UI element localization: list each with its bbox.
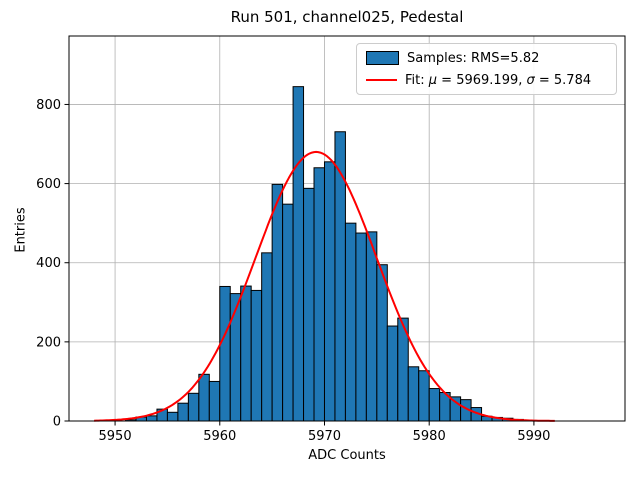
histogram-bar [240,285,252,422]
histogram-bar [303,187,315,422]
histogram-bar [355,232,367,422]
histogram-bar [407,366,420,422]
histogram-bar [292,86,305,422]
histogram-bar [198,373,210,422]
y-tick-label: 600 [36,177,61,192]
mu-symbol: μ [428,72,438,88]
histogram-bar [282,203,294,422]
y-tick-label: 800 [36,98,61,113]
fit-curve [94,150,555,422]
x-tick-label: 5970 [308,429,341,444]
legend-row-samples: Samples: RMS=5.82 [366,50,607,66]
x-tick-label: 5990 [517,429,550,444]
histogram-bar [219,285,231,422]
histogram-bar [250,289,263,422]
chart-title: Run 501, channel025, Pedestal [230,8,464,26]
samples-swatch-icon [366,51,399,65]
histogram-bar [334,131,346,422]
histogram-bar [365,231,378,422]
y-tick-label: 400 [36,256,61,271]
x-tick-label: 5950 [99,429,132,444]
histogram-bar [418,370,430,422]
histogram-bar [187,392,200,422]
histogram-bar [313,167,325,422]
x-tick-label: 5960 [203,429,236,444]
histogram-bar [166,411,179,422]
y-axis-label: Entries [13,207,29,253]
plot-border [68,35,626,422]
histogram-bar [208,380,221,422]
sigma-symbol: σ [526,72,535,88]
x-tick-label: 5980 [413,429,446,444]
histogram-bar [145,415,158,422]
x-axis-label: ADC Counts [308,448,386,463]
y-tick-label: 200 [36,335,61,350]
histogram-bar [229,293,242,422]
legend-row-fit: Fit: μ = 5969.199, σ = 5.784 [366,72,607,88]
histogram-bar [323,161,336,422]
histogram-bar [344,222,357,422]
histogram-bar [386,325,399,422]
fit-line-swatch-icon [366,79,397,81]
histogram-bar [376,264,388,422]
histogram-bar [271,183,284,422]
histogram-bar [177,402,189,422]
legend-fit-label: Fit: μ = 5969.199, σ = 5.784 [405,72,592,88]
histogram-bar [261,252,273,422]
histogram-bar [428,388,441,422]
histogram-bar [449,396,462,422]
legend-samples-label: Samples: RMS=5.82 [407,50,540,66]
y-tick-label: 0 [53,415,61,430]
legend: Samples: RMS=5.82 Fit: μ = 5969.199, σ =… [356,43,617,95]
